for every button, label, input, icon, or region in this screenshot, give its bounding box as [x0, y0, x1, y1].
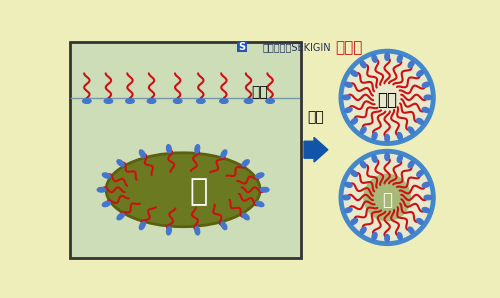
Ellipse shape	[344, 82, 352, 87]
Ellipse shape	[97, 187, 106, 192]
Ellipse shape	[417, 170, 424, 176]
Ellipse shape	[195, 145, 200, 153]
Ellipse shape	[398, 155, 402, 162]
Ellipse shape	[417, 118, 424, 124]
Circle shape	[341, 51, 434, 144]
Ellipse shape	[344, 108, 352, 112]
Ellipse shape	[242, 213, 249, 220]
Ellipse shape	[221, 150, 227, 158]
Ellipse shape	[385, 53, 390, 60]
Ellipse shape	[360, 161, 366, 168]
Ellipse shape	[385, 134, 390, 142]
Ellipse shape	[350, 218, 358, 224]
Ellipse shape	[344, 182, 352, 187]
Ellipse shape	[408, 127, 414, 134]
Circle shape	[341, 151, 434, 244]
Ellipse shape	[117, 213, 124, 220]
Ellipse shape	[372, 232, 377, 240]
Ellipse shape	[166, 145, 172, 153]
Ellipse shape	[102, 201, 110, 207]
Ellipse shape	[195, 226, 200, 235]
Ellipse shape	[424, 95, 432, 100]
Ellipse shape	[244, 99, 253, 103]
Bar	[332, 42, 446, 257]
Ellipse shape	[408, 227, 414, 234]
Ellipse shape	[104, 99, 112, 103]
Ellipse shape	[140, 222, 145, 230]
Ellipse shape	[117, 160, 124, 166]
Text: 油: 油	[382, 191, 392, 209]
Circle shape	[364, 174, 411, 221]
Ellipse shape	[424, 195, 432, 200]
Ellipse shape	[372, 132, 377, 140]
Ellipse shape	[220, 99, 228, 103]
Ellipse shape	[350, 118, 358, 124]
Ellipse shape	[422, 182, 430, 187]
Ellipse shape	[422, 82, 430, 87]
Text: ミセル: ミセル	[335, 41, 362, 56]
Ellipse shape	[372, 155, 377, 162]
Ellipse shape	[360, 127, 366, 134]
Ellipse shape	[408, 161, 414, 168]
Ellipse shape	[102, 173, 110, 178]
Ellipse shape	[342, 195, 350, 200]
Ellipse shape	[417, 218, 424, 224]
Text: 技術情報館SEKIGIN: 技術情報館SEKIGIN	[262, 42, 331, 52]
Text: 空気: 空気	[377, 91, 397, 109]
Text: 油: 油	[190, 178, 208, 207]
FancyBboxPatch shape	[236, 41, 248, 52]
Ellipse shape	[174, 99, 182, 103]
Ellipse shape	[360, 227, 366, 234]
FancyArrow shape	[304, 137, 328, 162]
Ellipse shape	[350, 170, 358, 176]
Text: 水面: 水面	[252, 85, 268, 99]
Bar	[70, 42, 301, 257]
Ellipse shape	[148, 99, 156, 103]
Ellipse shape	[372, 55, 377, 62]
Ellipse shape	[256, 173, 264, 178]
Ellipse shape	[398, 132, 402, 140]
Ellipse shape	[422, 108, 430, 112]
Ellipse shape	[221, 222, 227, 230]
Ellipse shape	[385, 235, 390, 242]
Ellipse shape	[256, 201, 264, 207]
Ellipse shape	[166, 226, 172, 235]
Ellipse shape	[196, 99, 205, 103]
Ellipse shape	[360, 61, 366, 68]
Ellipse shape	[266, 99, 274, 103]
Ellipse shape	[350, 70, 358, 76]
Ellipse shape	[385, 153, 390, 161]
Ellipse shape	[106, 153, 260, 227]
Ellipse shape	[408, 61, 414, 68]
Ellipse shape	[82, 99, 91, 103]
Ellipse shape	[342, 95, 350, 100]
Ellipse shape	[126, 99, 134, 103]
Ellipse shape	[398, 232, 402, 240]
Ellipse shape	[417, 70, 424, 76]
Ellipse shape	[344, 208, 352, 212]
Text: 撹拌: 撹拌	[307, 110, 324, 124]
Ellipse shape	[398, 55, 402, 62]
Ellipse shape	[242, 160, 249, 166]
Ellipse shape	[140, 150, 145, 158]
Ellipse shape	[260, 187, 269, 192]
Text: S: S	[238, 42, 246, 52]
Ellipse shape	[422, 208, 430, 212]
